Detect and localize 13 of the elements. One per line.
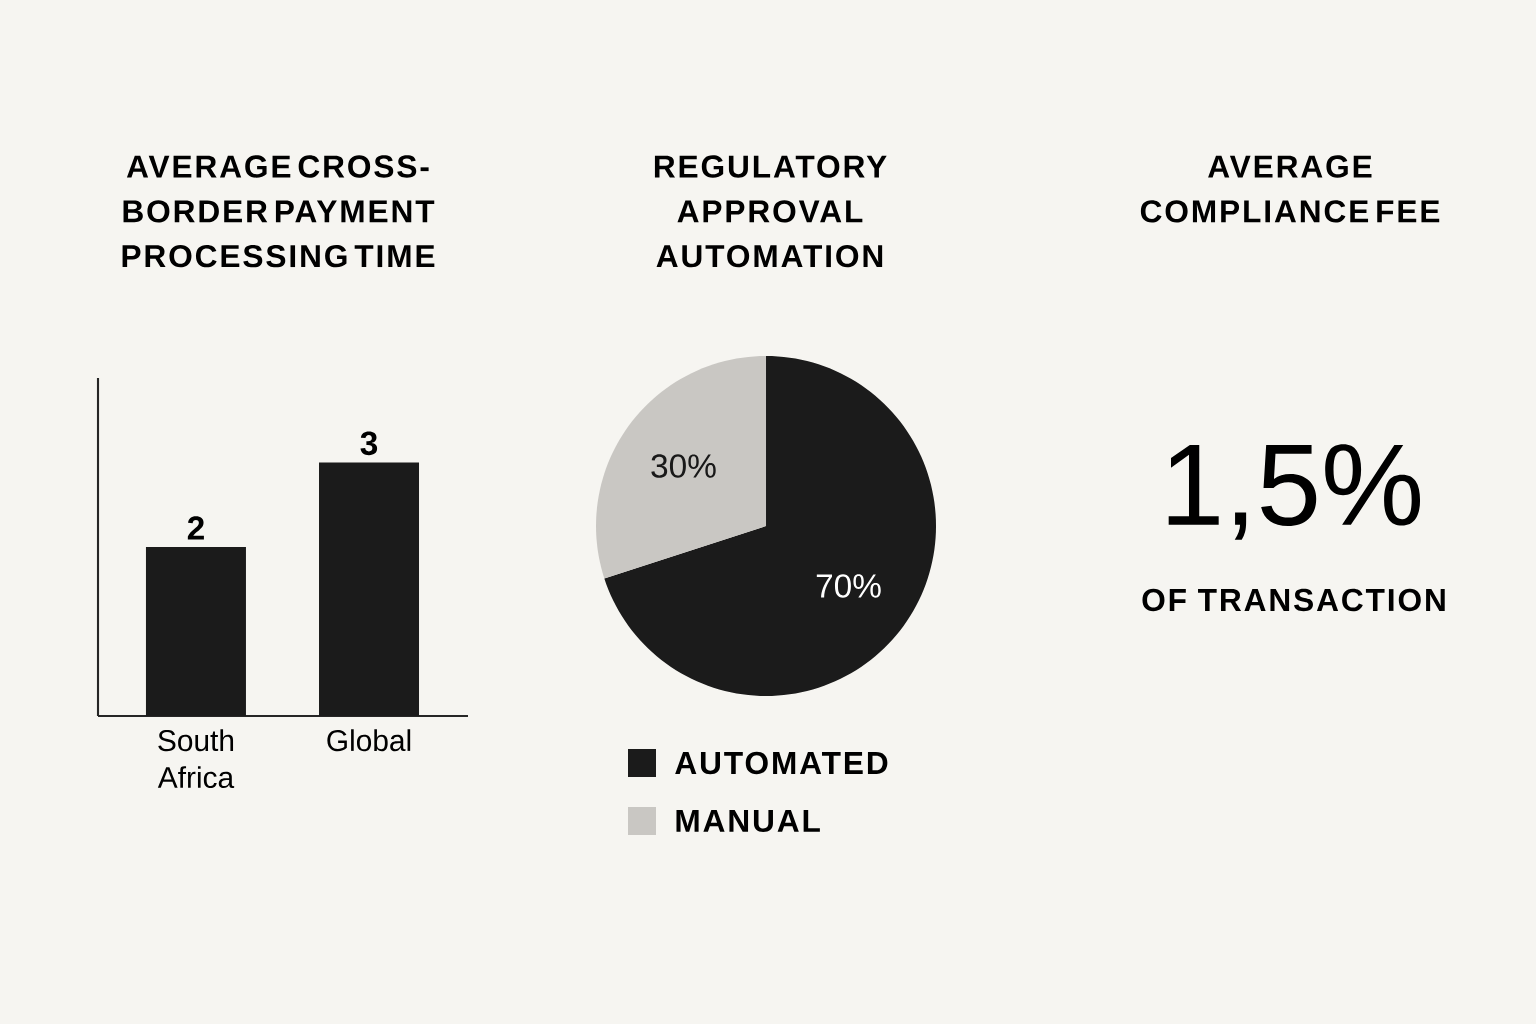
data-label: 30% [651,454,716,478]
chart-title: REGULATORY APPROVAL AUTOMATION [654,155,887,268]
text: AVERAGE COMPLIANCE FEE [1140,155,1440,223]
chart-title: AVERAGE CROSS-BORDER PAYMENT PROCESSING TIME [122,155,435,268]
text: 1,5% [1168,444,1421,540]
legend-label: AUTOMATED [675,751,888,775]
data-label: 70% [816,574,881,598]
data-label: 2 [187,516,204,540]
x-tick-label: Global [327,729,411,752]
text: OF TRANSACTION [1142,588,1445,612]
data-label: 3 [360,431,378,456]
legend-label: MANUAL [676,809,820,833]
x-tick-label: South Africa [157,729,235,789]
